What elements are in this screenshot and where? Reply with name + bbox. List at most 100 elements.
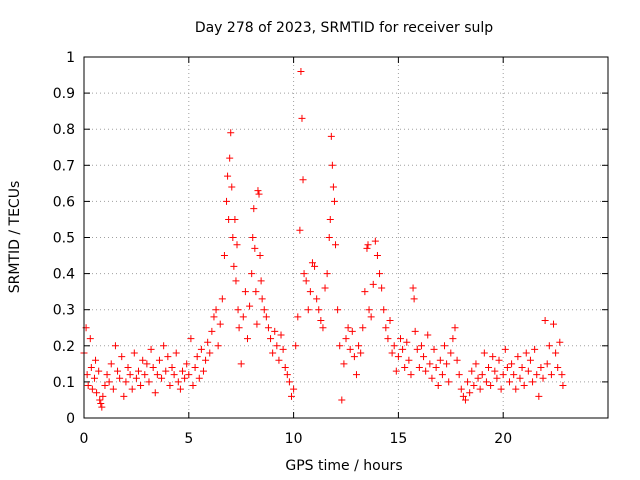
data-point [415, 363, 423, 371]
data-point [326, 215, 334, 223]
data-point [413, 345, 421, 353]
x-tick-label: 5 [184, 431, 193, 447]
data-point [105, 378, 113, 386]
y-tick-label: 1 [66, 50, 75, 66]
data-point [493, 374, 501, 382]
y-tick-label: 0.9 [53, 86, 75, 102]
data-point [294, 313, 302, 321]
data-point [547, 371, 555, 379]
data-point [297, 67, 305, 75]
data-point [93, 389, 101, 397]
data-point [541, 317, 549, 325]
data-point [559, 382, 567, 390]
data-point [251, 244, 259, 252]
data-point [529, 378, 537, 386]
data-point [363, 244, 371, 252]
data-point [228, 183, 236, 191]
y-tick-label: 0.1 [53, 375, 75, 391]
data-point [239, 313, 247, 321]
data-point [267, 335, 275, 343]
data-point [155, 356, 163, 364]
data-point [164, 353, 172, 361]
data-point [344, 324, 352, 332]
data-point [382, 324, 390, 332]
data-point [230, 262, 238, 270]
data-point [348, 327, 356, 335]
data-point [208, 327, 216, 335]
data-point [313, 295, 321, 303]
data-point [262, 313, 270, 321]
data-point [361, 288, 369, 296]
data-point [210, 313, 218, 321]
data-point [388, 349, 396, 357]
data-point [292, 342, 300, 350]
data-point [193, 353, 201, 361]
data-point [489, 353, 497, 361]
data-point [298, 114, 306, 122]
data-point [514, 353, 522, 361]
y-tick-label: 0.6 [53, 194, 75, 210]
data-point [257, 277, 265, 285]
data-point [468, 367, 476, 375]
data-point [252, 288, 260, 296]
data-point [124, 363, 132, 371]
data-point [114, 367, 122, 375]
data-point [455, 371, 463, 379]
data-point [226, 154, 234, 162]
data-point [497, 385, 505, 393]
data-point [432, 363, 440, 371]
data-point [449, 335, 457, 343]
data-point [158, 374, 166, 382]
data-point [285, 378, 293, 386]
data-point [373, 252, 381, 260]
data-point [107, 360, 115, 368]
data-point [531, 345, 539, 353]
data-point [403, 338, 411, 346]
data-point [485, 363, 493, 371]
data-point [162, 367, 170, 375]
data-point [336, 342, 344, 350]
y-tick-label: 0.2 [53, 339, 75, 355]
data-point [302, 277, 310, 285]
data-point [206, 349, 214, 357]
data-point [197, 345, 205, 353]
data-point [218, 295, 226, 303]
plot-frame [83, 56, 609, 419]
data-point [346, 345, 354, 353]
data-point [130, 349, 138, 357]
data-point [405, 356, 413, 364]
data-point [499, 371, 507, 379]
data-point [232, 277, 240, 285]
data-point [470, 382, 478, 390]
data-point [300, 270, 308, 278]
data-point [277, 331, 285, 339]
data-point [296, 226, 304, 234]
data-point [357, 349, 365, 357]
data-point [378, 284, 386, 292]
data-point [111, 342, 119, 350]
data-point [253, 320, 261, 328]
x-tick-label: 0 [80, 431, 89, 447]
data-point [520, 382, 528, 390]
data-point [487, 382, 495, 390]
data-point [474, 374, 482, 382]
data-point [495, 356, 503, 364]
data-point [246, 302, 254, 310]
data-point [273, 342, 281, 350]
data-point [225, 215, 233, 223]
data-point [552, 349, 560, 357]
data-point [224, 172, 232, 180]
data-point [90, 374, 98, 382]
data-point [249, 234, 257, 241]
data-point [229, 234, 237, 241]
data-point [304, 306, 312, 314]
x-axis-label: GPS time / hours [285, 458, 402, 474]
data-point [83, 371, 91, 379]
data-point [384, 335, 392, 343]
data-point [174, 378, 182, 386]
data-point [365, 306, 373, 314]
data-point [545, 342, 553, 350]
data-point [457, 385, 465, 393]
data-point [410, 295, 418, 303]
data-point [342, 335, 350, 343]
